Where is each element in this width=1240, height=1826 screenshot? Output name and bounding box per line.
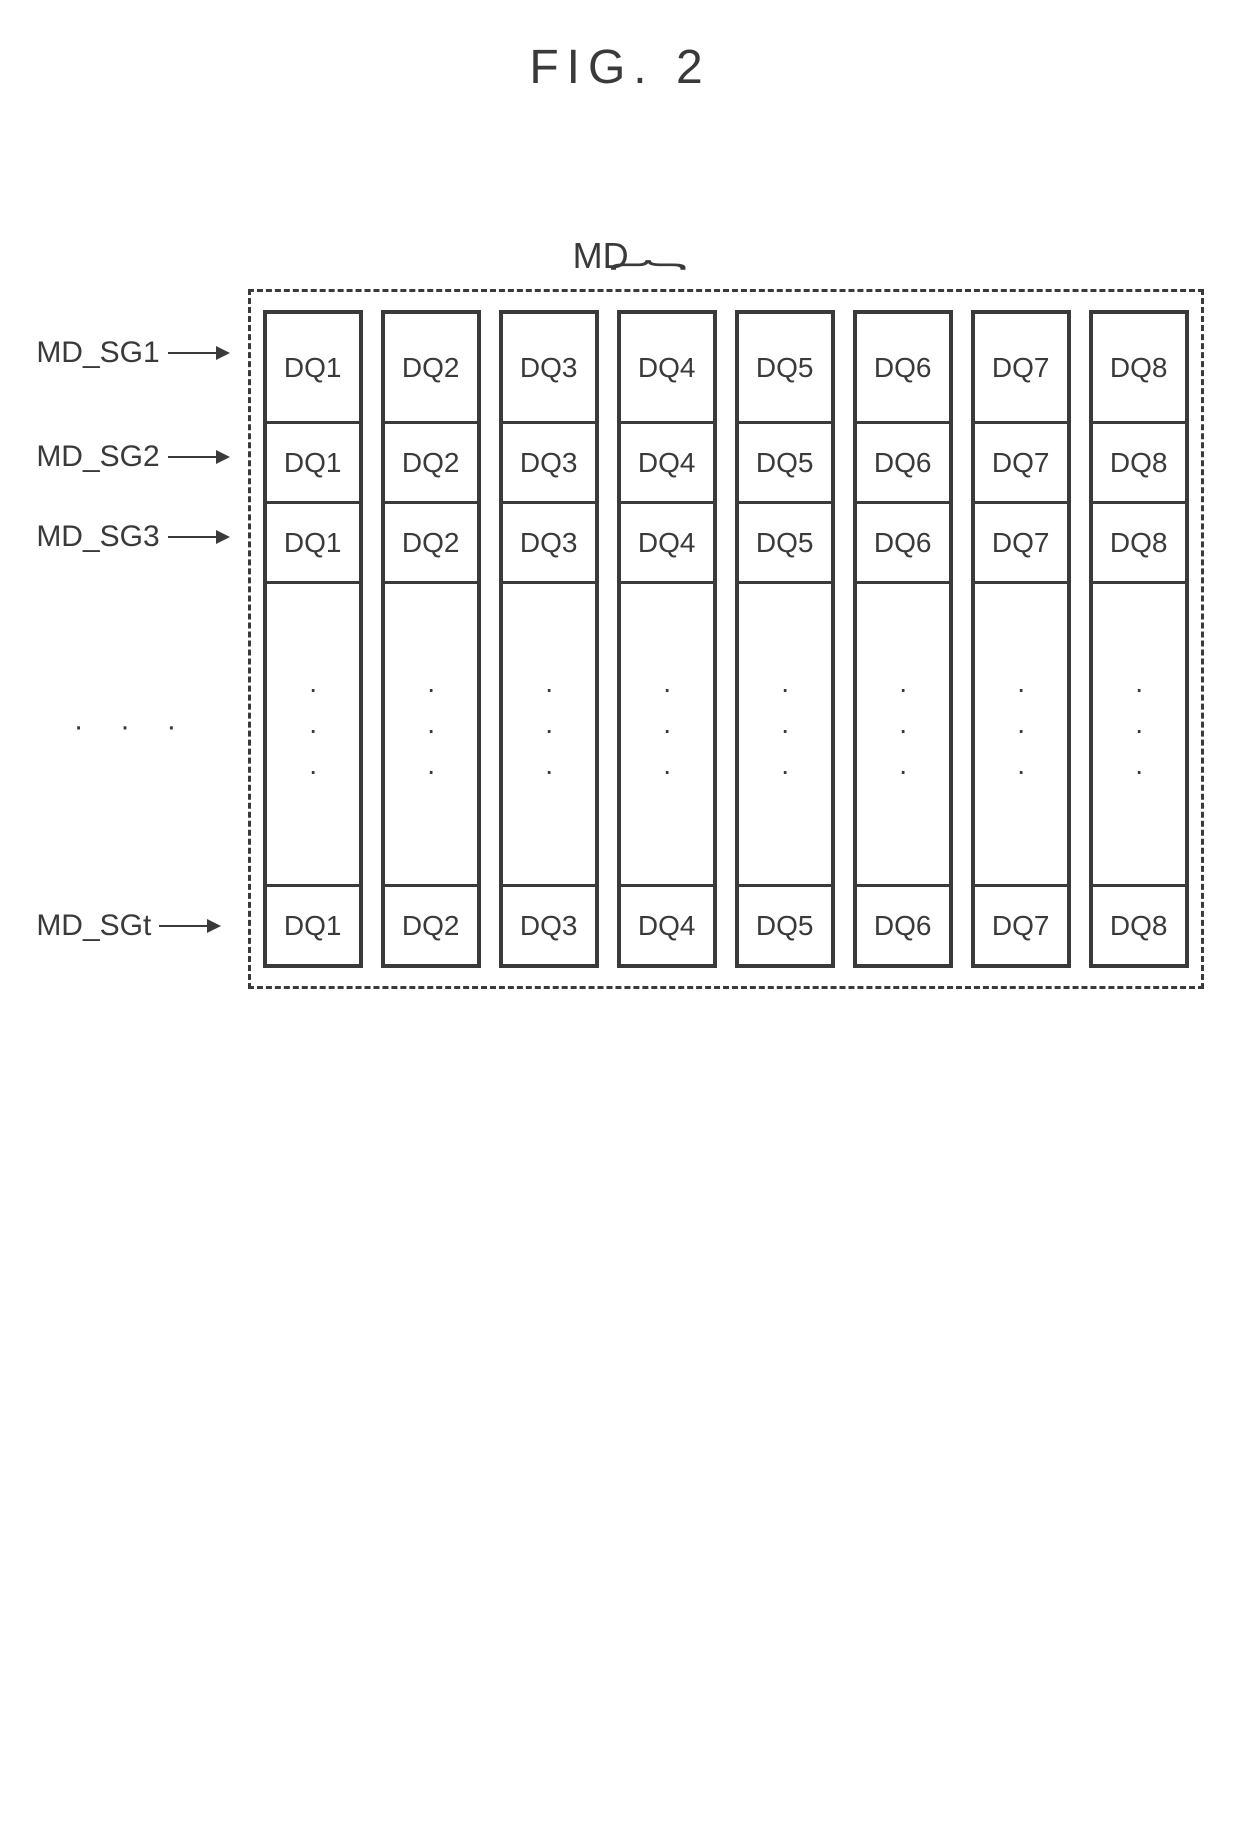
row-label-sg1: MD_SG1 [36, 289, 227, 417]
cell: DQ3 [503, 314, 595, 424]
cell: DQ1 [267, 504, 359, 584]
figure-title: FIG. 2 [40, 40, 1200, 95]
column-dq6: DQ6 DQ6 DQ6 ··· DQ6 [853, 310, 953, 968]
row-label-text: MD_SG2 [36, 440, 159, 474]
content-row: MD_SG1 MD_SG2 MD_SG3 · · · MD_SGt DQ1 DQ… [36, 289, 1203, 989]
row-label-ellipsis: · · · [36, 577, 227, 877]
arrow-icon [168, 536, 228, 538]
cell-ellipsis: ··· [385, 584, 477, 884]
cell: DQ8 [1093, 504, 1185, 584]
row-label-text: MD_SG1 [36, 336, 159, 370]
cell: DQ2 [385, 424, 477, 504]
arrow-icon [159, 925, 219, 927]
cell-ellipsis: ··· [857, 584, 949, 884]
cell: DQ7 [975, 424, 1067, 504]
cell: DQ6 [857, 884, 949, 964]
cell: DQ2 [385, 884, 477, 964]
cell: DQ1 [267, 884, 359, 964]
row-label-sgt: MD_SGt [36, 877, 227, 975]
column-dq7: DQ7 DQ7 DQ7 ··· DQ7 [971, 310, 1071, 968]
cell: DQ8 [1093, 424, 1185, 504]
md-label-row: MD { [40, 235, 1200, 277]
row-label-text: MD_SG3 [36, 520, 159, 554]
cell-ellipsis: ··· [267, 584, 359, 884]
column-dq8: DQ8 DQ8 DQ8 ··· DQ8 [1089, 310, 1189, 968]
brace-icon: { [634, 260, 674, 271]
diagram-main: MD { MD_SG1 MD_SG2 MD_SG3 · · · MD_SGt [40, 235, 1200, 989]
cell: DQ1 [267, 314, 359, 424]
column-dq1: DQ1 DQ1 DQ1 ··· DQ1 [263, 310, 363, 968]
arrow-icon [168, 456, 228, 458]
cell: DQ3 [503, 884, 595, 964]
cell: DQ8 [1093, 314, 1185, 424]
cell: DQ4 [621, 424, 713, 504]
cell: DQ4 [621, 504, 713, 584]
row-label-sg2: MD_SG2 [36, 417, 227, 497]
cell-ellipsis: ··· [503, 584, 595, 884]
md-box: DQ1 DQ1 DQ1 ··· DQ1 DQ2 DQ2 DQ2 ··· DQ2 … [248, 289, 1204, 989]
cell: DQ3 [503, 424, 595, 504]
cell: DQ4 [621, 314, 713, 424]
column-dq3: DQ3 DQ3 DQ3 ··· DQ3 [499, 310, 599, 968]
cell: DQ6 [857, 314, 949, 424]
cell: DQ7 [975, 884, 1067, 964]
column-dq4: DQ4 DQ4 DQ4 ··· DQ4 [617, 310, 717, 968]
cell-ellipsis: ··· [739, 584, 831, 884]
row-labels: MD_SG1 MD_SG2 MD_SG3 · · · MD_SGt [36, 289, 227, 989]
row-label-sg3: MD_SG3 [36, 497, 227, 577]
arrow-icon [168, 352, 228, 354]
column-dq2: DQ2 DQ2 DQ2 ··· DQ2 [381, 310, 481, 968]
cell-ellipsis: ··· [975, 584, 1067, 884]
column-dq5: DQ5 DQ5 DQ5 ··· DQ5 [735, 310, 835, 968]
cell: DQ6 [857, 424, 949, 504]
cell: DQ8 [1093, 884, 1185, 964]
cell: DQ5 [739, 424, 831, 504]
cell-ellipsis: ··· [1093, 584, 1185, 884]
row-label-text: MD_SGt [36, 909, 151, 943]
cell: DQ6 [857, 504, 949, 584]
cell: DQ5 [739, 884, 831, 964]
cell-ellipsis: ··· [621, 584, 713, 884]
cell: DQ5 [739, 314, 831, 424]
cell: DQ2 [385, 314, 477, 424]
cell: DQ2 [385, 504, 477, 584]
cell: DQ7 [975, 314, 1067, 424]
cell: DQ5 [739, 504, 831, 584]
cell: DQ1 [267, 424, 359, 504]
md-label: MD [573, 235, 629, 277]
cell: DQ7 [975, 504, 1067, 584]
cell: DQ3 [503, 504, 595, 584]
cell: DQ4 [621, 884, 713, 964]
